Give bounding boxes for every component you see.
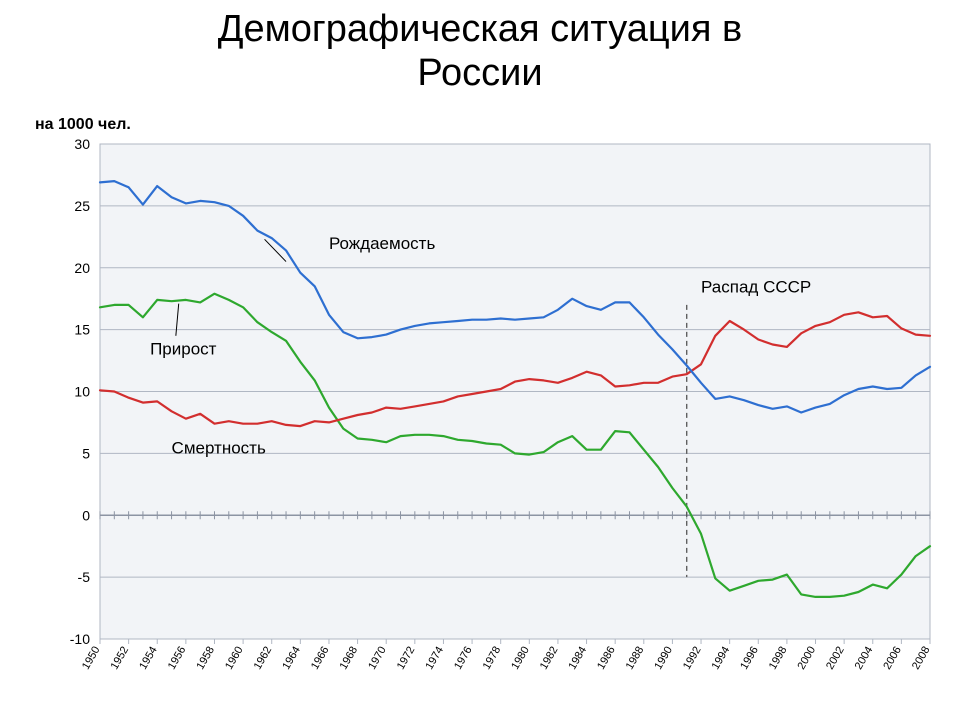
x-tick-label: 2008 (910, 645, 933, 672)
x-tick-label: 1954 (137, 645, 160, 672)
x-tick-label: 2002 (824, 645, 847, 672)
y-tick-label: -10 (70, 631, 90, 647)
x-tick-label: 1994 (710, 645, 733, 672)
chart-svg: -10 -5 0 5 10 15 20 25 30 1950 19521954 19561958 196… (15, 99, 945, 699)
x-tick-label: 1952 (109, 645, 132, 672)
x-tick-label: 1960 (223, 645, 246, 672)
x-tick-label: 1962 (252, 645, 275, 672)
y-tick-label: 30 (74, 136, 90, 152)
x-tick-label: 1972 (395, 645, 418, 672)
x-tick-label: 1950 (80, 645, 103, 672)
x-tick-label: 1956 (166, 645, 189, 672)
y-tick-label: 0 (82, 508, 90, 524)
x-tick-label: 1964 (280, 645, 303, 672)
x-tick-label: 1992 (681, 645, 704, 672)
y-tick-label: 5 (82, 446, 90, 462)
x-tick-label: 1970 (366, 645, 389, 672)
x-tick-label: 1966 (309, 645, 332, 672)
x-tick-label: 1968 (338, 645, 361, 672)
x-tick-label: 1976 (452, 645, 475, 672)
x-tick-label: 2004 (853, 645, 876, 672)
x-tick-label: 1982 (538, 645, 561, 672)
x-tick-label: 1998 (767, 645, 790, 672)
x-tick-label: 1974 (423, 645, 446, 672)
y-tick-label: 15 (74, 322, 90, 338)
series-label-growth: Прирост (150, 340, 217, 359)
x-tick-label: 1980 (509, 645, 532, 672)
x-tick-label: 1996 (738, 645, 761, 672)
x-tick-label: 1958 (194, 645, 217, 672)
x-tick-label: 1986 (595, 645, 618, 672)
y-tick-label: 20 (74, 260, 90, 276)
x-tick-label: 1978 (481, 645, 504, 672)
series-label-birth: Рождаемость (329, 235, 435, 254)
x-tick-label: 1990 (652, 645, 675, 672)
x-tick-label: 2006 (881, 645, 904, 672)
y-tick-label: -5 (78, 570, 91, 586)
page-title: Демографическая ситуация в России (0, 8, 960, 95)
event-label-ussr: Распад СССР (701, 278, 811, 297)
x-tick-label: 2000 (795, 645, 818, 672)
y-tick-label: 10 (74, 384, 90, 400)
title-line-2: России (417, 52, 542, 94)
x-tick-label: 1984 (567, 645, 590, 672)
y-tick-label: 25 (74, 198, 90, 214)
x-tick-label: 1988 (624, 645, 647, 672)
demography-chart: -10 -5 0 5 10 15 20 25 30 1950 19521954 19561958 196… (15, 99, 945, 699)
y-axis-title: на 1000 чел. (35, 116, 131, 133)
series-label-death: Смертность (172, 439, 266, 458)
title-line-1: Демографическая ситуация в (218, 8, 743, 50)
